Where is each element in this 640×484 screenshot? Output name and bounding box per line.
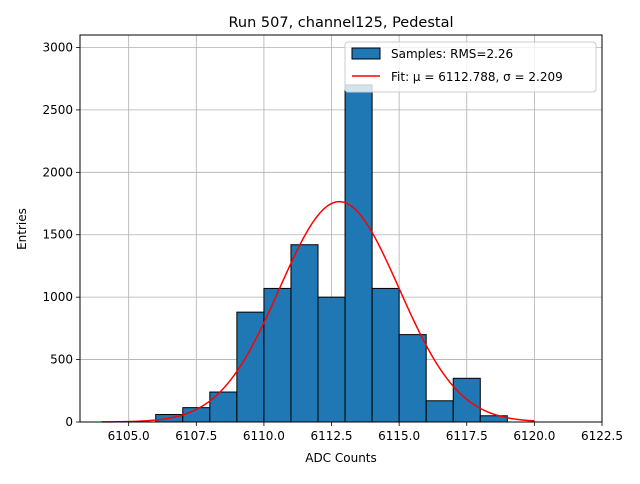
histogram-bar: [371, 287, 400, 423]
y-tick-label: 3000: [42, 40, 73, 54]
histogram-bar: [209, 391, 238, 423]
histogram-bar: [425, 400, 454, 423]
x-tick-label: 6105.0: [108, 429, 150, 443]
plot-frame: [79, 34, 603, 423]
y-tick-label: 2500: [42, 103, 73, 117]
x-tick-label: 6122.5: [581, 429, 623, 443]
x-tick-label: 6115.0: [378, 429, 420, 443]
x-axis-ticks: 6105.0 6107.5 6110.0 6112.5 6115.0 6117.5 6120…: [108, 422, 623, 443]
legend-samples-label: Samples: RMS=2.26: [391, 47, 513, 61]
x-tick-label: 6117.5: [446, 429, 488, 443]
y-axis-label: Entries: [15, 208, 29, 250]
fit-curve-layer: [101, 200, 535, 423]
chart-title: Run 507, channel125, Pedestal: [228, 15, 453, 31]
x-tick-label: 6120.0: [513, 429, 555, 443]
x-tick-label: 6112.5: [311, 429, 353, 443]
y-tick-label: 1000: [42, 290, 73, 304]
y-tick-label: 0: [65, 415, 73, 429]
y-axis-ticks: 0 500 1000 1500 2000 2500 3000: [42, 40, 80, 429]
histogram-bar: [263, 287, 292, 423]
y-tick-label: 1500: [42, 228, 73, 242]
histogram-bar: [398, 334, 427, 423]
x-tick-label: 6110.0: [243, 429, 285, 443]
y-tick-label: 2000: [42, 165, 73, 179]
x-axis-label: ADC Counts: [305, 451, 377, 465]
legend: Samples: RMS=2.26 Fit: μ = 6112.788, σ =…: [344, 41, 597, 93]
legend-box: [344, 41, 597, 93]
fit-curve: [101, 200, 535, 423]
legend-samples-swatch: [351, 47, 381, 60]
y-tick-label: 500: [50, 353, 73, 367]
histogram-bar: [236, 311, 265, 423]
histogram-bar: [290, 244, 319, 423]
histogram-bar: [344, 84, 373, 423]
x-tick-label: 6107.5: [175, 429, 217, 443]
legend-fit-label: Fit: μ = 6112.788, σ = 2.209: [391, 70, 563, 84]
histogram-bar: [317, 296, 346, 423]
